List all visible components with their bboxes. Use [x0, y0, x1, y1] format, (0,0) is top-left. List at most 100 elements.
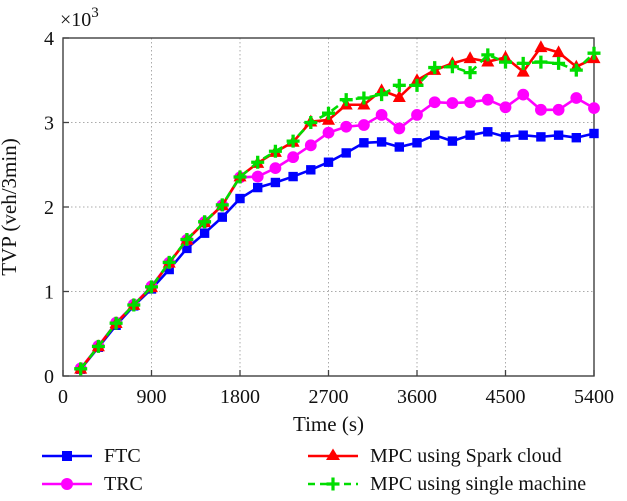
square-marker — [553, 130, 564, 140]
y-axis-title: TVP (veh/3min) — [0, 138, 21, 275]
square-marker — [500, 132, 511, 142]
trc-line-marker-icon — [42, 477, 92, 490]
square-marker — [359, 138, 369, 148]
square-marker — [412, 138, 422, 148]
plus-marker — [74, 362, 88, 376]
circle-marker — [304, 139, 317, 152]
plus-marker — [552, 56, 566, 70]
square-marker — [465, 130, 475, 140]
plus-marker — [268, 144, 282, 158]
y-tick-label: 4 — [44, 28, 54, 50]
circle-marker — [446, 97, 459, 109]
x-tick-label: 1800 — [220, 386, 260, 408]
legend-label-mpc-single: MPC using single machine — [370, 472, 587, 495]
ftc-line-marker-icon — [42, 450, 92, 461]
plus-marker — [481, 48, 495, 62]
square-marker — [571, 133, 581, 143]
plus-marker — [516, 56, 530, 70]
circle-marker — [517, 88, 530, 101]
triangle-marker — [516, 64, 530, 77]
circle-marker — [393, 122, 406, 135]
plus-marker — [286, 134, 300, 148]
circle-marker — [269, 162, 282, 175]
legend-item-mpc-spark: MPC using Spark cloud — [306, 443, 586, 468]
circle-marker — [588, 102, 600, 115]
circle-marker — [411, 108, 423, 121]
plus-marker — [375, 88, 389, 102]
plus-marker — [322, 106, 335, 120]
circle-marker — [481, 93, 494, 106]
plus-marker — [357, 91, 371, 105]
legend-label-trc: TRC — [104, 472, 143, 495]
triangle-marker — [392, 90, 406, 102]
plus-marker — [109, 316, 123, 330]
circle-marker — [358, 119, 370, 131]
plus-marker — [198, 215, 212, 229]
square-marker — [394, 142, 404, 152]
plus-marker — [428, 61, 442, 75]
plus-marker — [339, 93, 353, 107]
x-axis-title: Time (s) — [293, 412, 364, 436]
legend-label-ftc: FTC — [104, 444, 141, 467]
square-marker — [536, 132, 546, 142]
legend-item-ftc: FTC — [40, 443, 143, 468]
plus-marker — [445, 60, 459, 74]
circle-marker — [340, 120, 353, 133]
plus-marker — [251, 155, 265, 169]
square-marker — [323, 157, 334, 167]
square-marker — [306, 165, 316, 175]
circle-marker — [499, 101, 512, 114]
series-line-ftc — [79, 130, 595, 371]
x-tick-label: 4500 — [486, 386, 526, 408]
square-marker — [483, 127, 493, 137]
triangle-marker — [534, 40, 548, 53]
x-tick-label: 3600 — [397, 386, 437, 408]
plus-marker — [127, 298, 141, 312]
plus-marker — [463, 66, 477, 80]
plus-marker — [534, 55, 548, 69]
y-axis-exponent: ×103 — [60, 5, 99, 31]
plus-marker — [410, 78, 424, 92]
x-tick-label: 900 — [137, 386, 167, 408]
square-marker — [235, 193, 245, 204]
x-tick-label: 0 — [58, 386, 68, 408]
square-marker — [288, 171, 298, 182]
series-line-mpc-using-spark-cloud — [79, 45, 595, 370]
legend-item-trc: TRC — [40, 471, 143, 496]
plus-marker — [499, 55, 512, 69]
plus-marker — [180, 233, 194, 247]
square-marker — [270, 177, 281, 188]
legend: FTC TRC MPC using Spark cloud — [0, 441, 627, 501]
triangle-marker — [552, 45, 566, 58]
circle-marker — [322, 126, 335, 139]
triangle-marker — [463, 51, 477, 64]
square-marker — [217, 212, 227, 222]
circle-marker — [464, 96, 476, 109]
chart-canvas: 0 900 1800 2700 3600 4500 5400 0 1 2 3 4 ×103 Time (s… — [0, 5, 614, 436]
square-marker — [376, 137, 387, 147]
square-marker — [164, 264, 174, 275]
square-marker — [199, 228, 210, 238]
square-marker — [430, 130, 440, 140]
legend-item-mpc-single: MPC using single machine — [306, 471, 586, 496]
square-marker — [518, 130, 528, 140]
circle-marker — [375, 108, 388, 121]
square-marker — [341, 148, 351, 158]
square-marker — [589, 128, 599, 139]
mpc-spark-line-marker-icon — [308, 448, 358, 460]
circle-marker — [251, 170, 264, 183]
circle-marker — [570, 92, 583, 104]
x-tick-label: 2700 — [309, 386, 349, 408]
plus-marker — [233, 170, 247, 184]
legend-column-left: FTC TRC — [40, 443, 143, 496]
plus-marker — [162, 255, 176, 269]
y-tick-label: 2 — [44, 197, 54, 219]
plus-marker — [304, 116, 318, 129]
x-tick-label: 5400 — [574, 386, 614, 408]
legend-column-right: MPC using Spark cloud MPC using single m… — [306, 443, 586, 496]
circle-marker — [535, 103, 547, 116]
plus-marker — [215, 198, 229, 212]
circle-marker — [428, 96, 441, 109]
plus-marker — [91, 339, 105, 353]
